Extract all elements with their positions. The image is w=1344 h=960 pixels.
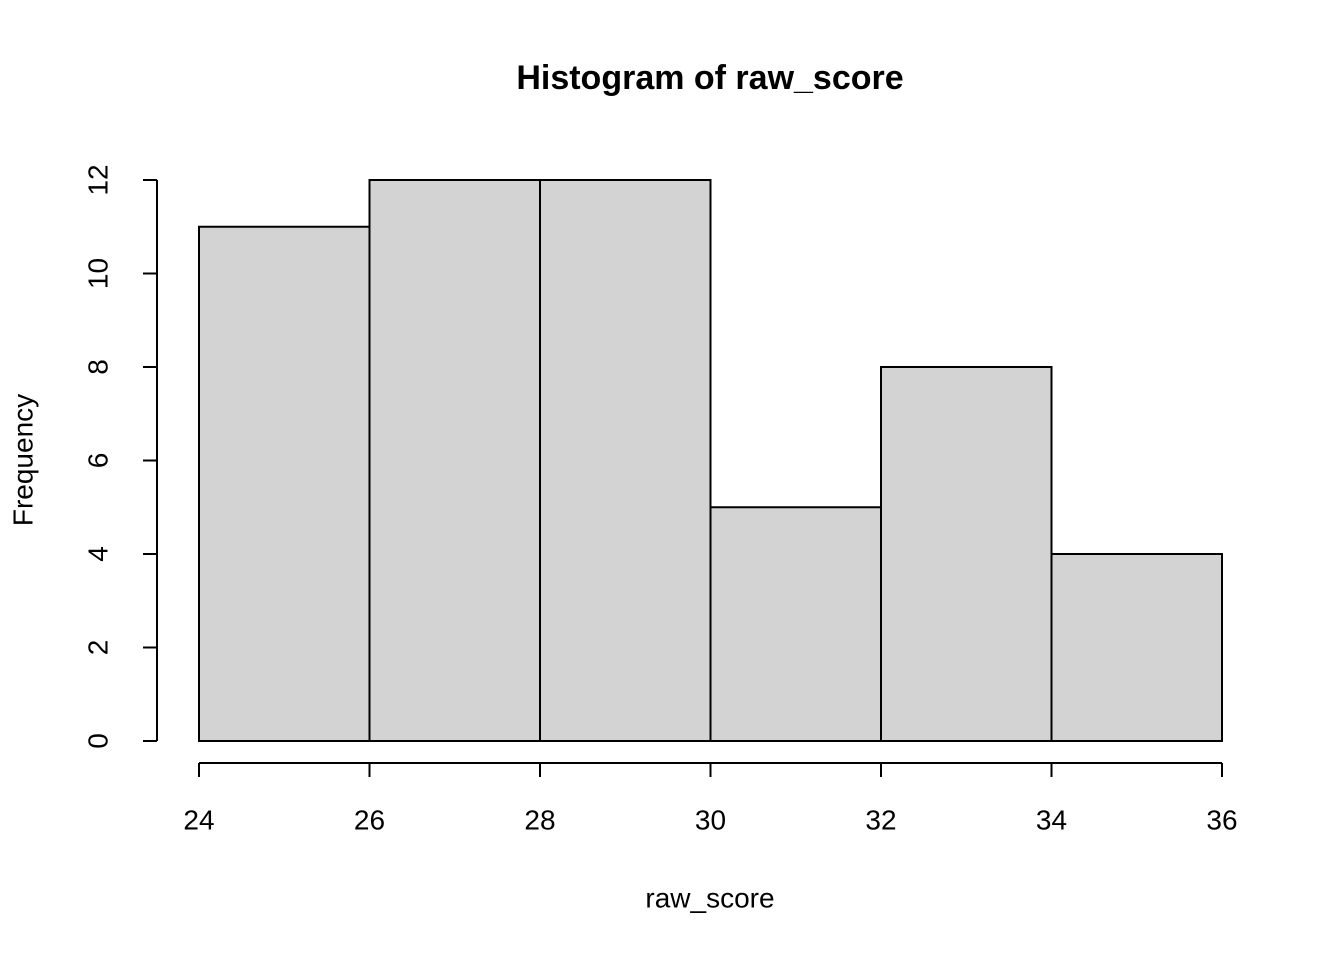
x-tick-label: 26: [354, 804, 385, 835]
bar: [709, 506, 882, 742]
bar: [1050, 553, 1223, 742]
y-tick-label: 8: [82, 359, 113, 375]
x-tick-label: 30: [695, 804, 726, 835]
y-tick-label: 12: [82, 164, 113, 195]
y-tick-label: 0: [82, 733, 113, 749]
bar: [368, 179, 541, 742]
y-axis-label: Frequency: [7, 394, 38, 526]
x-tick-label: 36: [1206, 804, 1237, 835]
chart-title: Histogram of raw_score: [516, 59, 903, 97]
x-axis-label: raw_score: [645, 882, 774, 913]
x-tick-label: 34: [1036, 804, 1067, 835]
bar: [880, 366, 1053, 742]
y-tick-label: 2: [82, 640, 113, 656]
x-tick-label: 32: [865, 804, 896, 835]
y-tick-label: 4: [82, 546, 113, 562]
y-tick-label: 10: [82, 258, 113, 289]
y-tick-label: 6: [82, 453, 113, 469]
bar: [198, 225, 371, 742]
x-tick-label: 28: [524, 804, 555, 835]
x-tick-label: 24: [183, 804, 214, 835]
bar: [539, 179, 712, 742]
